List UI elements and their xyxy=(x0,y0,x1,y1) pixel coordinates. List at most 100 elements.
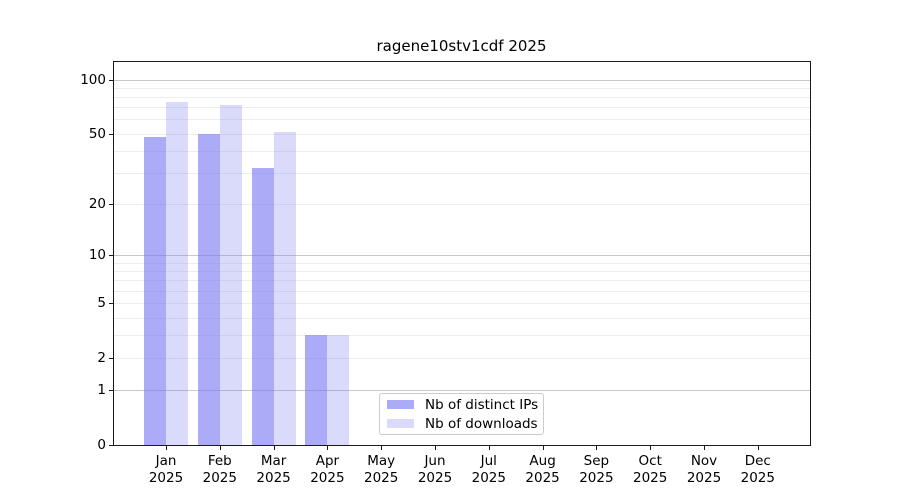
minor-gridline xyxy=(114,87,810,89)
y-tick xyxy=(109,134,113,135)
minor-gridline xyxy=(114,271,810,272)
x-tick-label: Jul 2025 xyxy=(459,453,519,487)
x-tick-label: Feb 2025 xyxy=(190,453,250,487)
x-tick xyxy=(327,445,329,450)
x-tick-year: 2025 xyxy=(686,470,722,486)
x-tick-year: 2025 xyxy=(471,470,506,486)
x-tick-month: Nov xyxy=(690,453,718,469)
x-tick xyxy=(650,445,652,450)
x-tick-month: May xyxy=(367,453,396,469)
x-tick-month: Jan xyxy=(155,453,177,469)
x-tick-month: Jul xyxy=(480,453,497,469)
x-tick xyxy=(542,445,544,450)
y-tick xyxy=(109,358,113,359)
x-tick xyxy=(704,445,705,450)
x-tick-year: 2025 xyxy=(740,470,775,486)
minor-gridline xyxy=(114,303,810,305)
plot-area: 0 1 2 5 10 20 50 100 Jan 2025 Feb 2025 Mar 2025 Apr 202… xyxy=(80,61,811,486)
x-tick-month: Apr xyxy=(315,453,340,469)
x-tick-label: Oct 2025 xyxy=(620,453,680,487)
minor-gridline xyxy=(114,150,810,152)
x-tick-label: Mar 2025 xyxy=(244,453,304,487)
y-tick-label: 10 xyxy=(88,247,106,264)
y-tick-label: 100 xyxy=(80,71,106,88)
legend-item-distinct-ips: Nb of distinct IPs xyxy=(387,396,539,413)
x-tick xyxy=(381,445,383,450)
minor-gridline xyxy=(114,335,810,337)
x-tick-month: Aug xyxy=(529,453,556,469)
x-tick xyxy=(219,445,221,450)
x-tick-month: Dec xyxy=(744,453,771,469)
x-tick-year: 2025 xyxy=(579,470,614,486)
x-tick-month: Sep xyxy=(583,453,610,469)
legend-label-downloads: Nb of downloads xyxy=(425,415,538,432)
bar-downloads xyxy=(273,132,296,445)
x-tick xyxy=(166,445,167,450)
bar-downloads xyxy=(327,335,350,445)
x-tick-label: Jun 2025 xyxy=(405,453,465,487)
x-tick xyxy=(273,445,275,450)
x-tick-year: 2025 xyxy=(202,470,237,486)
x-tick-label: Jan 2025 xyxy=(136,453,196,487)
bar-downloads xyxy=(166,102,188,445)
x-tick xyxy=(435,445,436,450)
x-tick-label: Apr 2025 xyxy=(297,453,357,487)
major-gridline xyxy=(114,255,810,257)
y-tick-label: 20 xyxy=(88,195,106,212)
x-tick-label: Aug 2025 xyxy=(513,453,573,487)
y-tick xyxy=(109,303,113,304)
x-tick-label: Sep 2025 xyxy=(566,453,626,487)
legend-label-distinct-ips: Nb of distinct IPs xyxy=(425,396,539,413)
x-tick-label: Nov 2025 xyxy=(674,453,734,487)
major-gridline xyxy=(114,390,810,392)
x-tick-year: 2025 xyxy=(310,470,345,486)
y-tick-label: 50 xyxy=(88,125,106,142)
x-tick xyxy=(488,445,490,450)
minor-gridline xyxy=(114,290,810,292)
y-tick xyxy=(109,390,113,391)
bar-downloads xyxy=(219,105,242,445)
minor-gridline xyxy=(114,280,810,282)
minor-gridline xyxy=(114,358,810,359)
y-tick xyxy=(109,80,113,81)
x-tick-year: 2025 xyxy=(525,470,560,486)
bar-distinct-ips xyxy=(197,133,220,445)
minor-gridline xyxy=(114,133,810,135)
minor-gridline xyxy=(114,107,810,109)
y-tick-label: 5 xyxy=(97,295,106,312)
x-tick-month: Jun xyxy=(424,453,446,469)
bar-distinct-ips xyxy=(251,168,274,445)
minor-gridline xyxy=(114,173,810,175)
y-tick xyxy=(109,255,113,256)
x-tick-label: Dec 2025 xyxy=(728,453,788,487)
bar-distinct-ips xyxy=(144,136,166,445)
x-tick-year: 2025 xyxy=(256,470,291,486)
minor-gridline xyxy=(114,119,810,121)
y-tick-label: 2 xyxy=(97,350,106,366)
x-tick-month: Mar xyxy=(260,453,287,469)
x-tick-year: 2025 xyxy=(364,470,399,486)
legend-swatch-distinct-ips xyxy=(387,400,414,409)
chart-title: ragene10stv1cdf 2025 xyxy=(376,37,547,55)
major-gridline xyxy=(114,79,810,81)
legend: Nb of distinct IPs Nb of downloads xyxy=(379,393,544,435)
minor-gridline xyxy=(114,262,810,264)
minor-gridline xyxy=(114,203,810,205)
x-tick-year: 2025 xyxy=(633,470,668,486)
bar-distinct-ips xyxy=(305,335,328,445)
x-tick-year: 2025 xyxy=(417,470,453,486)
legend-swatch-downloads xyxy=(387,419,414,428)
y-tick-label: 1 xyxy=(97,382,106,399)
x-tick-year: 2025 xyxy=(148,470,184,486)
y-tick xyxy=(109,204,113,205)
x-tick-label: May 2025 xyxy=(351,453,411,487)
x-tick xyxy=(596,445,598,450)
x-tick-month: Feb xyxy=(207,453,232,469)
x-tick-month: Oct xyxy=(638,453,662,469)
minor-gridline xyxy=(114,317,810,319)
y-tick xyxy=(109,445,113,446)
legend-item-downloads: Nb of downloads xyxy=(387,415,538,432)
minor-gridline xyxy=(114,97,810,98)
x-tick xyxy=(757,445,759,450)
